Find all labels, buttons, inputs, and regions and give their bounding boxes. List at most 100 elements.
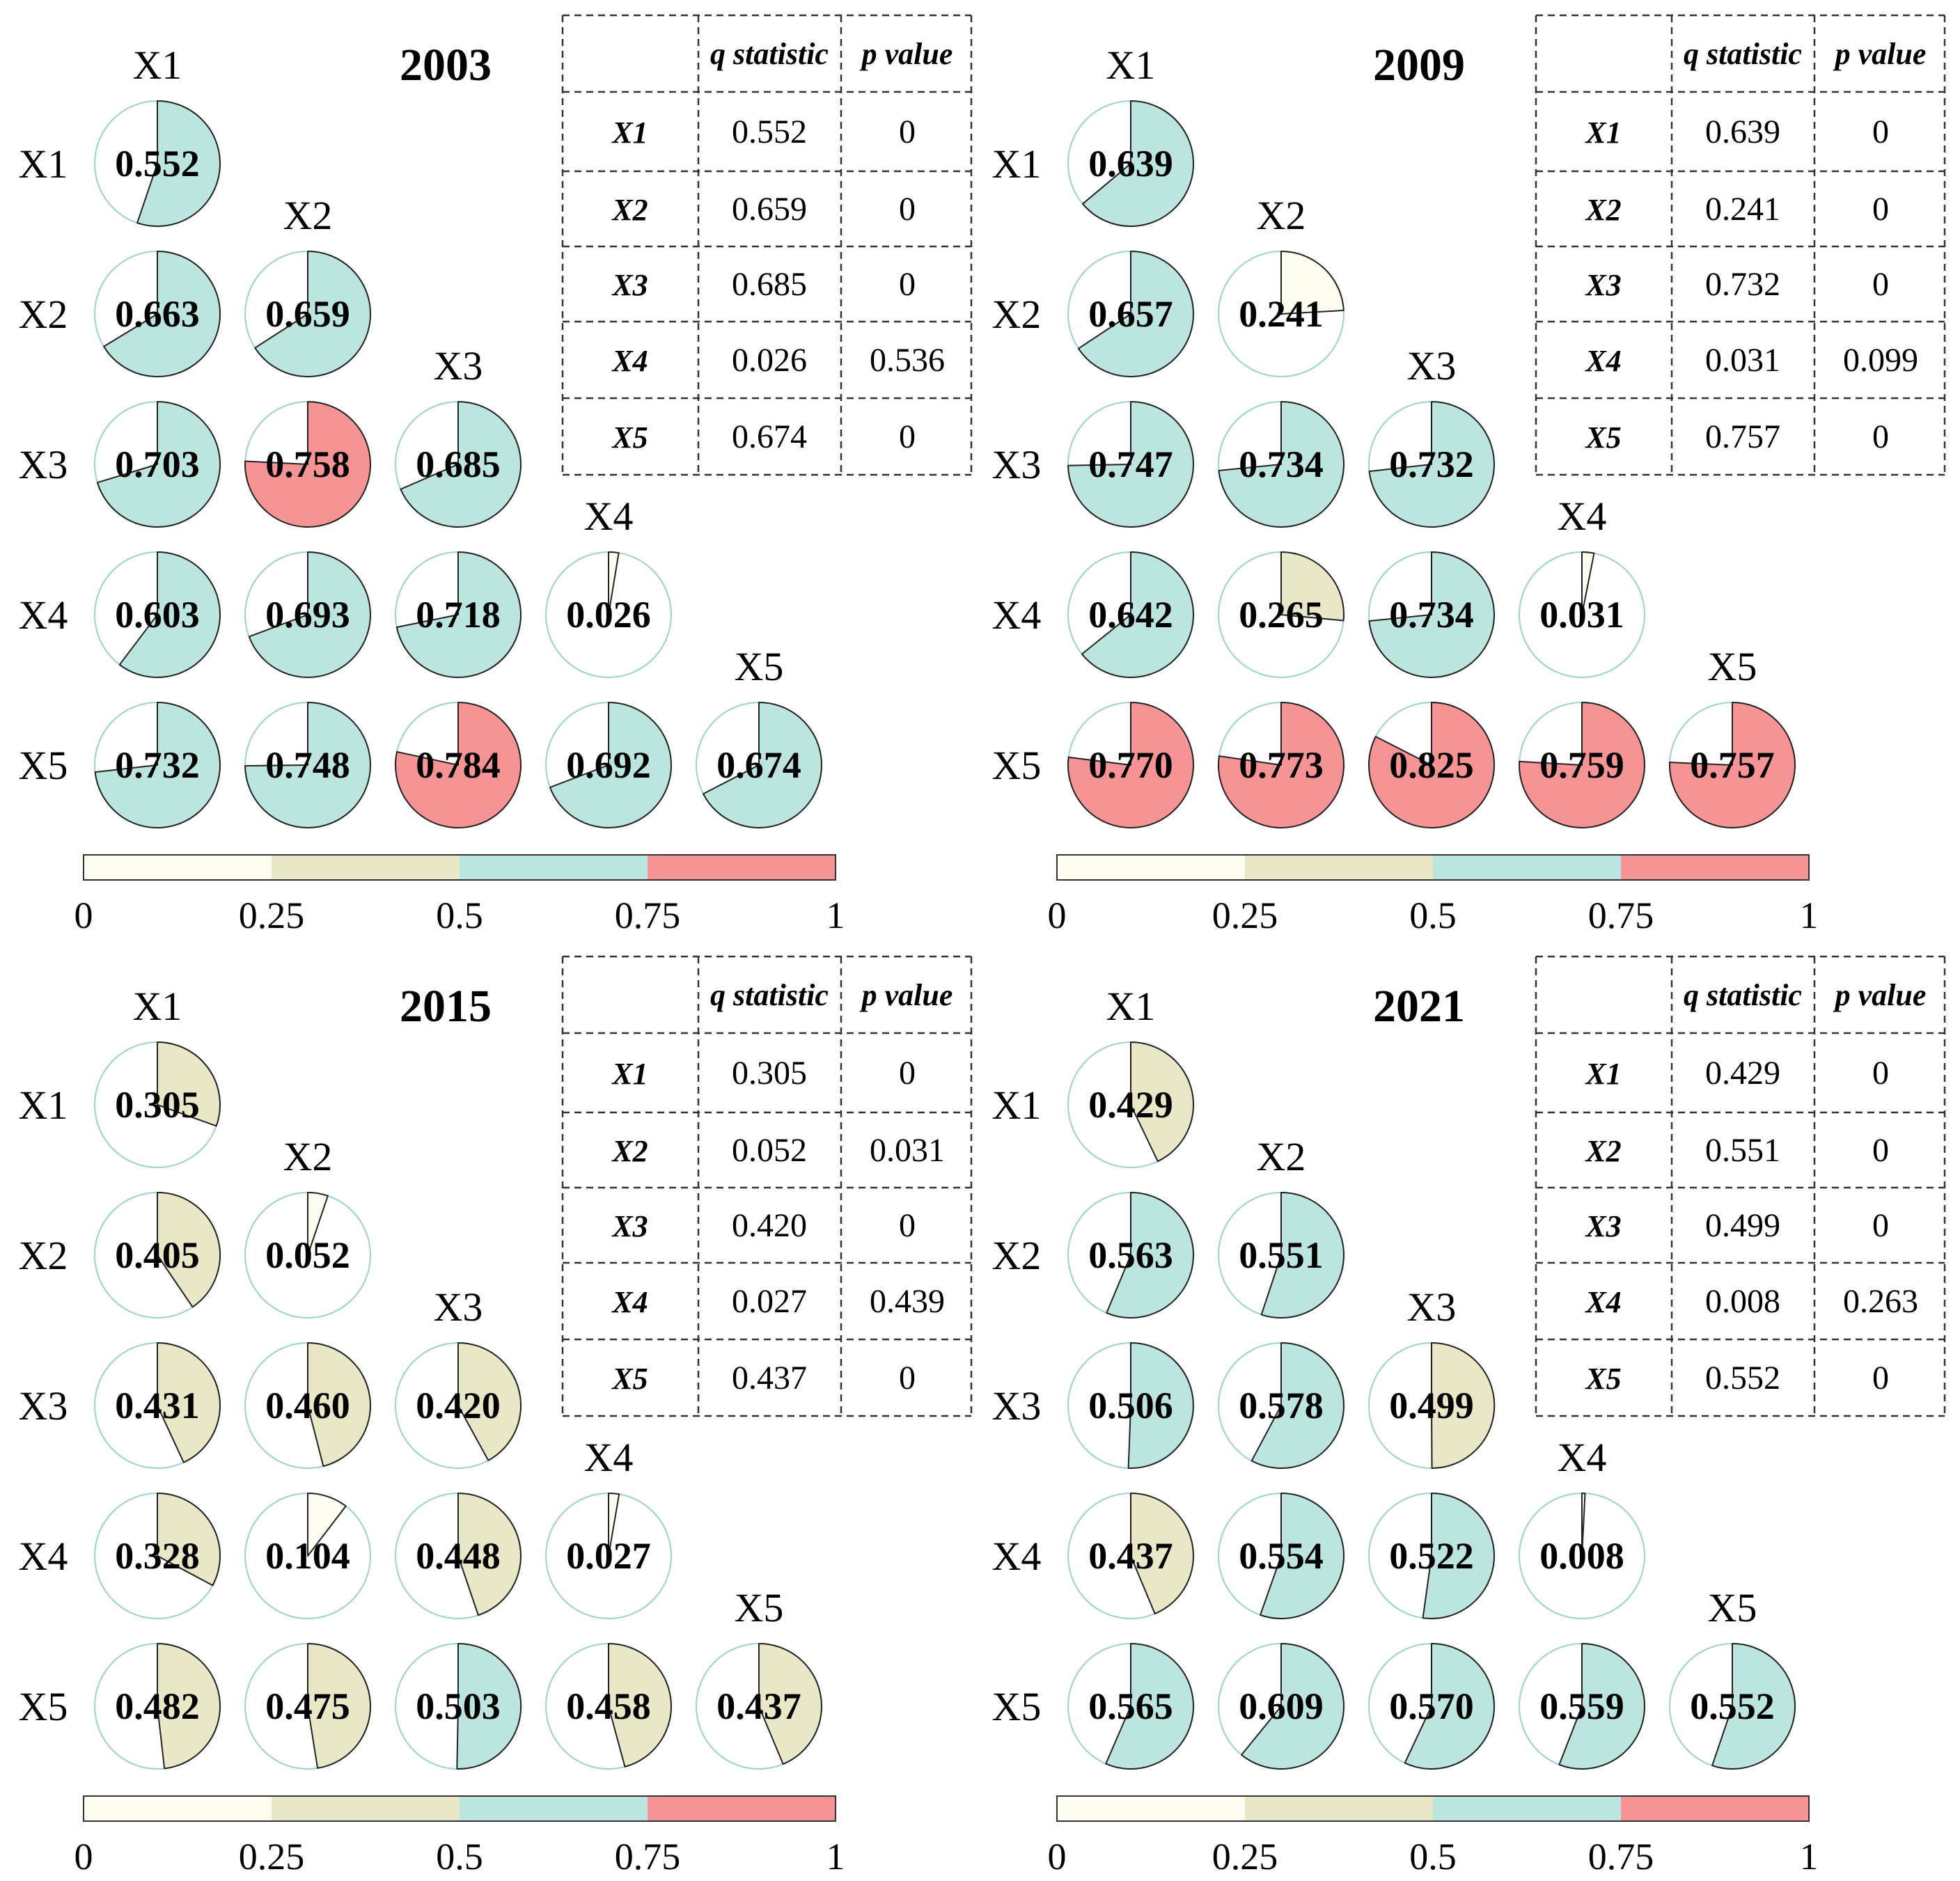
pie-wedge <box>307 1643 371 1769</box>
table-cell: 0.305 <box>732 1055 807 1092</box>
row-label: X3 <box>19 442 68 487</box>
pie-value-label: 0.565 <box>1088 1685 1173 1727</box>
panel-title: 2021 <box>1373 981 1465 1032</box>
table-cell: 0.099 <box>1843 342 1918 379</box>
pie-value-label: 0.758 <box>265 443 350 485</box>
table-cell: 0.026 <box>732 342 807 379</box>
pie-value-label: 0.104 <box>265 1535 350 1577</box>
column-label: X3 <box>434 1284 483 1330</box>
pie-wedge <box>457 1342 522 1461</box>
colorbar-tick-label: 0.25 <box>1212 895 1278 936</box>
table-cell: 0 <box>899 1055 916 1092</box>
pie-value-label: 0.784 <box>416 744 501 786</box>
pie-value-label: 0.554 <box>1239 1535 1324 1577</box>
pie-wedge <box>1082 100 1195 227</box>
table-row-label: X1 <box>611 1057 648 1091</box>
pie-value-label: 0.773 <box>1239 744 1324 786</box>
table-cell: 0.008 <box>1705 1283 1780 1320</box>
table-cell: 0 <box>899 266 916 303</box>
row-label: X2 <box>19 1233 68 1278</box>
colorbar-bin <box>460 1796 648 1821</box>
table-header: q statistic <box>710 978 829 1012</box>
colorbar-tick-label: 0.5 <box>1409 1836 1457 1878</box>
pie-value-label: 0.759 <box>1539 744 1624 786</box>
row-label: X4 <box>19 592 68 638</box>
table-cell: 0.674 <box>732 418 807 455</box>
pie-wedge <box>307 1493 347 1557</box>
stats-table: q statistic p value X1 0.639 0 X2 0.241 0 X3 0.73… <box>1535 14 1946 476</box>
table-row-label: X3 <box>1584 268 1621 302</box>
colorbar-tick-label: 1 <box>1800 895 1819 936</box>
table-row-label: X5 <box>1584 420 1621 455</box>
pie-wedge <box>1105 1643 1194 1770</box>
table-cell: 0 <box>899 418 916 455</box>
pie-value-label: 0.578 <box>1239 1385 1324 1426</box>
pie-value-label: 0.458 <box>566 1685 651 1727</box>
row-label: X2 <box>19 292 68 337</box>
pie-wedge <box>608 1643 672 1768</box>
stats-table: q statistic p value X1 0.305 0 X2 0.052 0.031 X3… <box>561 955 973 1417</box>
pie-value-label: 0.734 <box>1239 443 1324 485</box>
pie-value-label: 0.241 <box>1239 293 1324 335</box>
pie-value-label: 0.748 <box>265 744 350 786</box>
pie-value-label: 0.008 <box>1539 1535 1624 1577</box>
table-cell: 0.732 <box>1705 266 1780 303</box>
row-label: X4 <box>19 1534 68 1579</box>
colorbar-bin <box>1245 855 1433 880</box>
pie-value-label: 0.405 <box>115 1234 200 1276</box>
colorbar-tick-label: 1 <box>826 1836 845 1878</box>
table-cell: 0 <box>1872 113 1889 150</box>
pie-wedge <box>1558 1643 1645 1770</box>
pie-value-label: 0.674 <box>716 744 801 786</box>
table-cell: 0.552 <box>732 113 807 150</box>
colorbar-tick-label: 0 <box>1048 1836 1067 1878</box>
pie-value-label: 0.825 <box>1389 744 1474 786</box>
table-header: p value <box>859 37 953 71</box>
pie-wedge <box>1404 1643 1496 1770</box>
table-cell: 0.551 <box>1705 1132 1780 1169</box>
colorbar-bin <box>1057 855 1245 880</box>
colorbar-bin <box>460 855 648 880</box>
colorbar-tick-label: 1 <box>826 895 845 936</box>
colorbar: 0 0.25 0.5 0.75 1 <box>75 1795 845 1878</box>
pie-value-label: 0.026 <box>566 594 651 636</box>
pie-wedge <box>1368 401 1495 528</box>
pie-wedge <box>457 1493 522 1616</box>
colorbar-tick-label: 0 <box>75 895 93 936</box>
colorbar-bin <box>648 855 836 880</box>
row-label: X5 <box>19 1684 68 1729</box>
pie-wedge <box>1067 401 1195 528</box>
column-label: X2 <box>1257 193 1306 238</box>
table-cell: 0 <box>1872 1055 1889 1092</box>
column-label: X3 <box>434 343 483 388</box>
column-label: X4 <box>1558 1435 1607 1480</box>
pie-value-label: 0.305 <box>115 1084 200 1126</box>
column-label: X2 <box>283 1134 333 1179</box>
pie-wedge <box>1130 1493 1194 1615</box>
pie-value-label: 0.703 <box>115 443 200 485</box>
row-label: X3 <box>992 1383 1042 1429</box>
colorbar-tick-label: 0.75 <box>615 895 681 936</box>
pie-value-label: 0.265 <box>1239 594 1324 636</box>
table-cell: 0.027 <box>732 1283 807 1320</box>
pie-wedge <box>254 251 371 377</box>
column-label: X1 <box>133 42 182 88</box>
table-row-label: X1 <box>611 116 648 150</box>
colorbar-bin <box>272 855 460 880</box>
pie-value-label: 0.692 <box>566 744 651 786</box>
pie-value-label: 0.757 <box>1690 744 1775 786</box>
pie-value-label: 0.499 <box>1389 1385 1474 1426</box>
row-label: X4 <box>992 1534 1042 1579</box>
panel-title: 2009 <box>1373 40 1465 90</box>
pie-value-label: 0.027 <box>566 1535 651 1577</box>
pie-value-label: 0.052 <box>265 1234 350 1276</box>
pie-wedge <box>1251 1342 1344 1469</box>
row-label: X2 <box>992 1233 1042 1278</box>
pie-wedge <box>703 702 822 828</box>
pie-wedge <box>1067 702 1194 828</box>
colorbar-bin <box>84 855 272 880</box>
colorbar-tick-label: 0.5 <box>1409 895 1457 936</box>
pie-value-label: 0.552 <box>1690 1685 1775 1727</box>
colorbar-bin <box>648 1796 836 1821</box>
stats-table: q statistic p value X1 0.552 0 X2 0.659 0 X3 0.68… <box>561 14 973 476</box>
